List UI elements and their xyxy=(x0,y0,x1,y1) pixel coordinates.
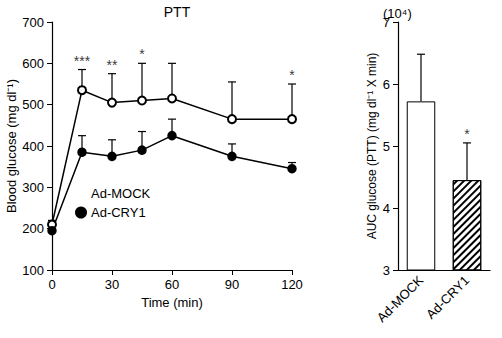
svg-text:4: 4 xyxy=(383,201,390,216)
svg-text:400: 400 xyxy=(22,139,44,154)
svg-text:120: 120 xyxy=(281,277,303,292)
svg-text:PTT: PTT xyxy=(164,4,191,20)
svg-text:Ad-MOCK: Ad-MOCK xyxy=(374,272,427,325)
svg-text:600: 600 xyxy=(22,56,44,71)
svg-text:Ad-MOCK: Ad-MOCK xyxy=(91,186,151,201)
svg-text:90: 90 xyxy=(225,277,239,292)
svg-text:60: 60 xyxy=(165,277,179,292)
svg-text:200: 200 xyxy=(22,221,44,236)
svg-text:700: 700 xyxy=(22,15,44,30)
svg-text:*: * xyxy=(139,46,145,62)
svg-text:Blood glucose (mg dl⁻¹): Blood glucose (mg dl⁻¹) xyxy=(4,79,19,213)
svg-text:Ad-CRY1: Ad-CRY1 xyxy=(91,205,146,220)
svg-text:Ad-CRY1: Ad-CRY1 xyxy=(423,273,472,322)
svg-text:0: 0 xyxy=(48,277,55,292)
svg-text:*: * xyxy=(289,67,295,83)
svg-text:*: * xyxy=(464,126,470,142)
svg-text:5: 5 xyxy=(383,139,390,154)
svg-text:3: 3 xyxy=(383,263,390,278)
svg-text:6: 6 xyxy=(383,77,390,92)
svg-text:**: ** xyxy=(107,57,118,73)
svg-text:AUC glucose (PTT) (mg dl⁻¹ X m: AUC glucose (PTT) (mg dl⁻¹ X min) xyxy=(365,53,379,240)
svg-text:300: 300 xyxy=(22,180,44,195)
svg-text:30: 30 xyxy=(105,277,119,292)
svg-text:7: 7 xyxy=(382,14,390,30)
svg-text:***: *** xyxy=(74,53,91,69)
svg-text:Time (min): Time (min) xyxy=(141,295,203,310)
svg-text:(10⁴): (10⁴) xyxy=(383,6,412,21)
svg-text:500: 500 xyxy=(22,97,44,112)
svg-text:100: 100 xyxy=(22,263,44,278)
